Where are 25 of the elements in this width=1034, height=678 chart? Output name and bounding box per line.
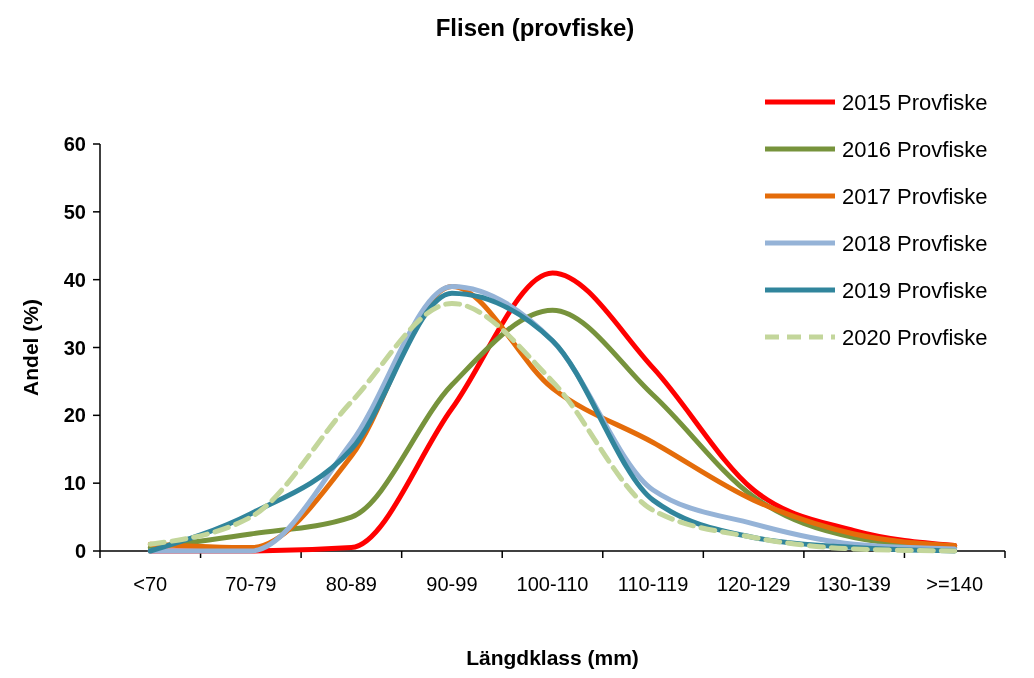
legend-label: 2020 Provfiske [842,324,988,350]
y-tick-label: 20 [63,404,86,427]
chart-title: Flisen (provfiske) [435,14,635,41]
y-tick-label: 30 [63,336,86,359]
y-tick-label: 60 [63,133,86,155]
x-tick-label: 120-129 [716,573,791,595]
y-tick-label: 10 [63,472,86,495]
x-axis-title: Längdklass (mm) [466,646,639,669]
legend-label: 2019 Provfiske [842,277,988,303]
y-axis-title: Andel (%) [19,299,42,396]
x-tick-label: 70-79 [225,573,277,595]
legend-label: 2018 Provfiske [842,230,988,256]
x-tick-label: 100-110 [516,573,589,595]
x-tick-label: <70 [133,573,168,595]
y-tick-label: 40 [63,268,86,291]
legend-label: 2016 Provfiske [842,136,988,162]
legend-label: 2017 Provfiske [842,183,988,209]
y-tick-label: 0 [74,540,86,562]
x-tick-label: 90-99 [426,573,478,595]
x-tick-label: 110-119 [617,573,689,595]
x-tick-label: 80-89 [325,573,377,595]
legend-label: 2015 Provfiske [842,89,988,115]
y-tick-label: 50 [63,200,86,223]
x-tick-label: 130-139 [817,573,891,595]
x-tick-label: >=140 [926,573,984,595]
